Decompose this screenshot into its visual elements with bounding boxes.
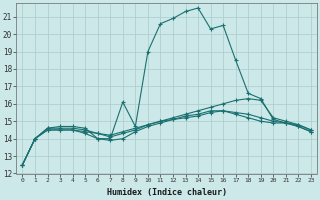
X-axis label: Humidex (Indice chaleur): Humidex (Indice chaleur) [107, 188, 227, 197]
